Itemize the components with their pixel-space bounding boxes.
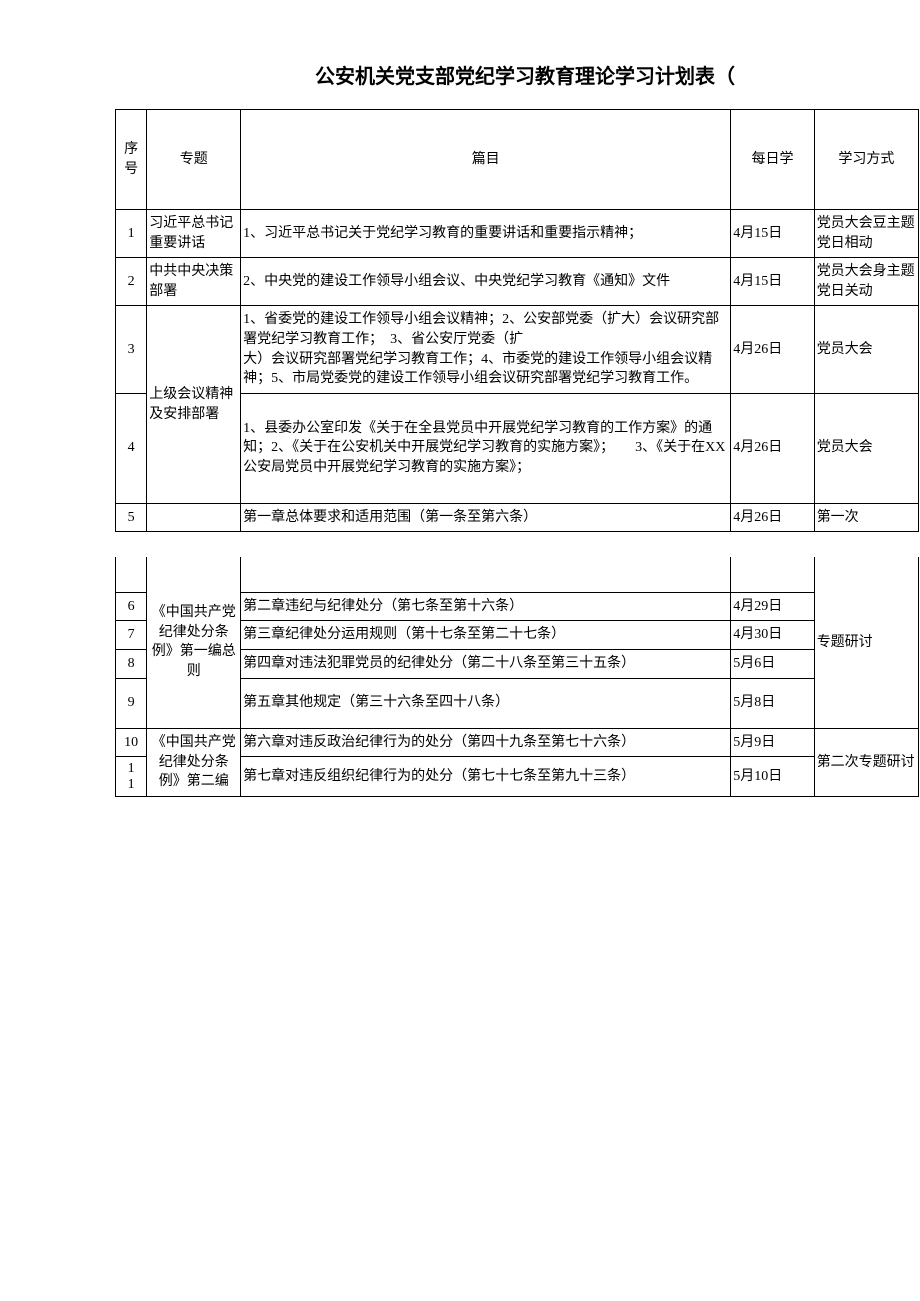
header-seq: 序号 bbox=[116, 110, 147, 210]
cell-seq: 8 bbox=[116, 650, 147, 679]
cell-date: 4月30日 bbox=[731, 621, 814, 650]
cell-seq: 7 bbox=[116, 621, 147, 650]
cell-method: 党员大会 bbox=[814, 393, 918, 503]
cell-topic: 习近平总书记重要讲话 bbox=[147, 210, 241, 258]
table-row: 5 第一章总体要求和适用范围（第一条至第六条） 4月26日 第一次 bbox=[116, 503, 919, 532]
cell-date: 4月26日 bbox=[731, 393, 814, 503]
document-title: 公安机关党支部党纪学习教育理论学习计划表（ bbox=[130, 60, 920, 89]
cell-content bbox=[241, 557, 731, 592]
cell-content: 第五章其他规定（第三十六条至四十八条） bbox=[241, 678, 731, 728]
table-row: 《中国共产党纪律处分条例》第一编总则 专题研讨 bbox=[116, 557, 919, 592]
cell-content: 第四章对违法犯罪党员的纪律处分（第二十八条至第三十五条） bbox=[241, 650, 731, 679]
cell-content: 第一章总体要求和适用范围（第一条至第六条） bbox=[241, 503, 731, 532]
header-topic: 专题 bbox=[147, 110, 241, 210]
cell-method: 党员大会 bbox=[814, 306, 918, 393]
cell-content: 第二章违纪与纪律处分（第七条至第十六条） bbox=[241, 592, 731, 621]
cell-content: 第七章对违反组织纪律行为的处分（第七十七条至第九十三条） bbox=[241, 757, 731, 797]
cell-method: 第二次专题研讨 bbox=[814, 728, 918, 796]
plan-table-2: 《中国共产党纪律处分条例》第一编总则 专题研讨 6 第二章违纪与纪律处分（第七条… bbox=[115, 557, 919, 797]
cell-content: 1、县委办公室印发《关于在全县党员中开展党纪学习教育的工作方案》的通知；2、《关… bbox=[241, 393, 731, 503]
header-date: 每日学 bbox=[731, 110, 814, 210]
cell-content: 1、省委党的建设工作领导小组会议精神；2、公安部党委（扩大）会议研究部署党纪学习… bbox=[241, 306, 731, 393]
cell-seq: 5 bbox=[116, 503, 147, 532]
plan-table-1: 序号 专题 篇目 每日学 学习方式 1 习近平总书记重要讲话 1、习近平总书记关… bbox=[115, 109, 919, 532]
cell-content: 2、中央党的建设工作领导小组会议、中央党纪学习教育《通知》文件 bbox=[241, 258, 731, 306]
cell-date: 4月15日 bbox=[731, 210, 814, 258]
cell-seq: 9 bbox=[116, 678, 147, 728]
cell-date: 4月26日 bbox=[731, 503, 814, 532]
cell-date: 4月15日 bbox=[731, 258, 814, 306]
cell-content: 第三章纪律处分运用规则（第十七条至第二十七条） bbox=[241, 621, 731, 650]
cell-seq: 6 bbox=[116, 592, 147, 621]
table-row: 1 习近平总书记重要讲话 1、习近平总书记关于党纪学习教育的重要讲话和重要指示精… bbox=[116, 210, 919, 258]
cell-method: 专题研讨 bbox=[814, 557, 918, 728]
cell-topic: 中共中央决策部署 bbox=[147, 258, 241, 306]
cell-seq: 1 bbox=[116, 210, 147, 258]
cell-date: 4月26日 bbox=[731, 306, 814, 393]
header-method: 学习方式 bbox=[814, 110, 918, 210]
cell-seq: 2 bbox=[116, 258, 147, 306]
cell-topic: 《中国共产党纪律处分条例》第二编 bbox=[147, 728, 241, 796]
header-content: 篇目 bbox=[241, 110, 731, 210]
cell-date: 5月6日 bbox=[731, 650, 814, 679]
cell-topic: 上级会议精神及安排部署 bbox=[147, 306, 241, 503]
cell-topic: 《中国共产党纪律处分条例》第一编总则 bbox=[147, 557, 241, 728]
cell-topic bbox=[147, 503, 241, 532]
cell-date: 5月8日 bbox=[731, 678, 814, 728]
cell-seq: 4 bbox=[116, 393, 147, 503]
cell-seq: 11 bbox=[116, 757, 147, 797]
cell-seq: 10 bbox=[116, 728, 147, 757]
cell-date: 4月29日 bbox=[731, 592, 814, 621]
cell-content: 1、习近平总书记关于党纪学习教育的重要讲话和重要指示精神； bbox=[241, 210, 731, 258]
cell-seq bbox=[116, 557, 147, 592]
table-row: 10 《中国共产党纪律处分条例》第二编 第六章对违反政治纪律行为的处分（第四十九… bbox=[116, 728, 919, 757]
cell-date bbox=[731, 557, 814, 592]
cell-seq: 3 bbox=[116, 306, 147, 393]
cell-date: 5月10日 bbox=[731, 757, 814, 797]
table-row: 3 上级会议精神及安排部署 1、省委党的建设工作领导小组会议精神；2、公安部党委… bbox=[116, 306, 919, 393]
cell-method: 党员大会身主题党日关动 bbox=[814, 258, 918, 306]
cell-method: 第一次 bbox=[814, 503, 918, 532]
cell-content: 第六章对违反政治纪律行为的处分（第四十九条至第七十六条） bbox=[241, 728, 731, 757]
cell-date: 5月9日 bbox=[731, 728, 814, 757]
cell-method: 党员大会豆主题党日相动 bbox=[814, 210, 918, 258]
header-row: 序号 专题 篇目 每日学 学习方式 bbox=[116, 110, 919, 210]
table-row: 2 中共中央决策部署 2、中央党的建设工作领导小组会议、中央党纪学习教育《通知》… bbox=[116, 258, 919, 306]
